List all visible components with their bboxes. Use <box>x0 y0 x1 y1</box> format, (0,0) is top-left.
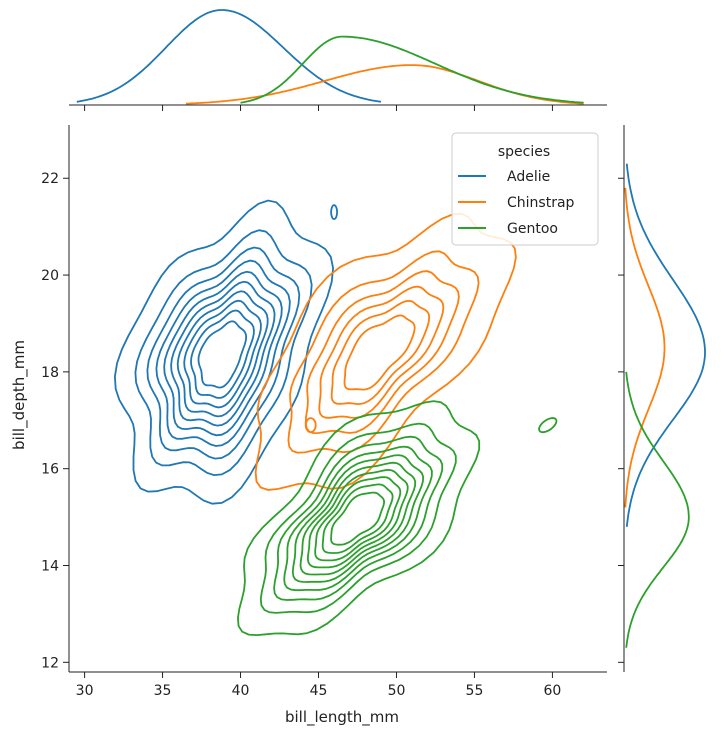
kde-contours-gentoo <box>236 400 481 637</box>
marginal-x-gentoo <box>240 35 584 104</box>
kde-contour-chinstrap <box>287 250 480 454</box>
marginal-y-adelie <box>625 163 706 527</box>
kde-contour-gentoo <box>259 422 457 614</box>
x-tick-label: 50 <box>388 683 406 699</box>
kde-contour-chinstrap <box>330 299 431 405</box>
x-tick-label: 40 <box>232 683 250 699</box>
legend-frame <box>451 132 599 246</box>
kde-contour-gentoo <box>236 400 481 637</box>
kde-contour-chinstrap <box>343 314 416 391</box>
kde-contour-gentoo <box>314 476 402 562</box>
kde-contour-gentoo <box>299 461 417 576</box>
y-tick-label: 16 <box>41 462 59 478</box>
kde-contour-adelie <box>183 299 262 409</box>
y-axis-label: bill_depth_mm <box>10 340 29 450</box>
kde-contour-adelie-island <box>330 204 339 221</box>
kde-contour-gentoo <box>330 491 386 546</box>
kde-contour-adelie <box>155 259 291 447</box>
kde-contour-chinstrap <box>254 212 517 491</box>
marginal-y-chinstrap <box>624 187 666 508</box>
kde-contour-adelie <box>197 320 247 389</box>
legend-title: species <box>498 144 550 160</box>
x-axis-label: bill_length_mm <box>285 708 399 727</box>
kde-contour-chinstrap <box>318 285 445 419</box>
y-tick-label: 12 <box>41 655 59 671</box>
kde-contour-adelie <box>163 270 283 437</box>
kde-contour-adelie <box>176 290 269 418</box>
x-tick-label: 55 <box>466 683 484 699</box>
kde-contour-gentoo <box>291 454 425 583</box>
kde-contour-gentoo <box>306 468 409 569</box>
kde-contour-adelie <box>113 199 335 505</box>
kde-contour-gentoo <box>273 435 444 601</box>
y-tick-label: 20 <box>41 268 59 284</box>
x-tick-label: 35 <box>154 683 172 699</box>
kde-contour-gentoo <box>283 445 433 592</box>
top-marginal-plot <box>69 9 607 111</box>
marginal-y-gentoo <box>625 371 690 648</box>
marginal-x-adelie <box>76 9 382 103</box>
kde-contours-adelie <box>113 199 335 505</box>
legend: species Adelie Chinstrap Gentoo <box>451 132 599 246</box>
legend-label-gentoo: Gentoo <box>507 221 558 237</box>
legend-label-adelie: Adelie <box>507 169 550 185</box>
kde-contour-adelie <box>190 309 255 399</box>
y-tick-label: 22 <box>41 171 59 187</box>
right-marginal-plot <box>618 125 706 672</box>
legend-label-chinstrap: Chinstrap <box>507 195 575 211</box>
kde-contour-gentoo-island <box>538 417 558 434</box>
x-tick-label: 60 <box>544 683 562 699</box>
y-tick-label: 18 <box>41 365 59 381</box>
kde-contour-chinstrap-island <box>304 417 317 434</box>
kde-contours-chinstrap <box>254 212 517 491</box>
kde-contour-gentoo <box>321 483 394 554</box>
joint-plot-area: 30 35 40 45 50 55 60 12 14 16 18 20 22 <box>41 125 607 699</box>
x-tick-label: 30 <box>76 683 94 699</box>
kde-contour-adelie <box>170 280 276 427</box>
x-tick-label: 45 <box>310 683 328 699</box>
kde-contour-chinstrap <box>304 270 460 435</box>
y-tick-label: 14 <box>41 559 59 575</box>
kde-contour-adelie <box>146 246 301 460</box>
kde-contour-adelie <box>134 229 313 477</box>
